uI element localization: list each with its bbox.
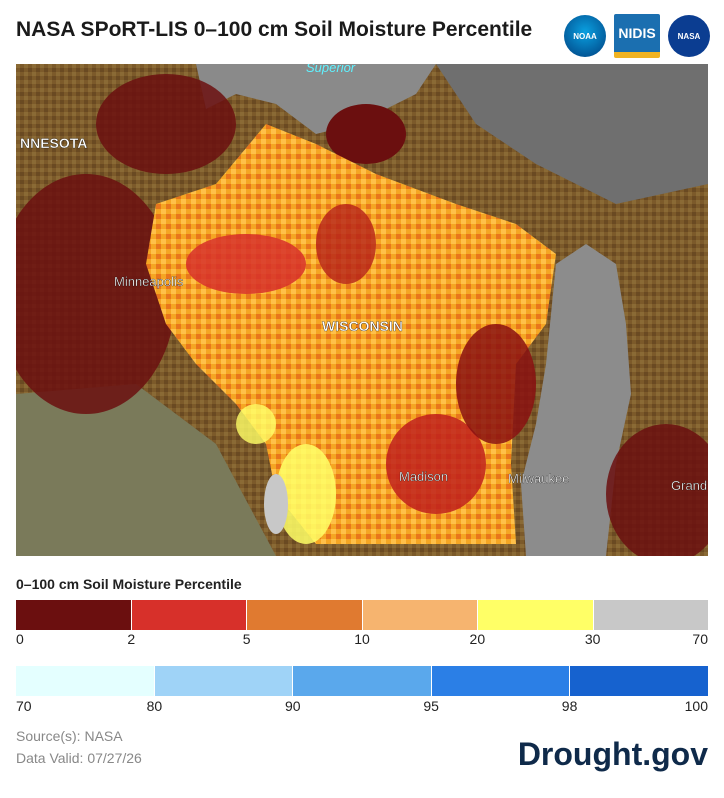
wet-ish-region [276,444,336,544]
legend-swatch [154,666,294,696]
gray-region [436,64,708,204]
page-title: NASA SPoRT-LIS 0–100 cm Soil Moisture Pe… [16,18,533,41]
legend-swatch [431,666,571,696]
logo-group: NOAA NIDIS NASA [564,14,710,58]
lake-superior [196,64,436,134]
dry-region [96,74,236,174]
label-madison: Madison [399,469,448,484]
dry-region [386,414,486,514]
legend-dry-bar [16,600,708,630]
label-lake-superior: Superior [306,64,356,75]
legend-swatch [362,600,478,630]
legend-tick: 100 [684,698,708,714]
noaa-logo: NOAA [564,15,606,57]
legend-tick: 20 [469,631,486,647]
dry-region [186,234,306,294]
legend-tick: 70 [16,698,32,714]
dry-region [16,174,176,414]
label-wisconsin: WISCONSIN [322,318,403,334]
legend-tick: 2 [127,631,136,647]
legend-tick: 70 [692,631,708,647]
legend-tick: 98 [561,698,578,714]
dry-region [456,324,536,444]
dry-region [606,424,708,556]
gray-region [16,384,276,556]
wet-ish-region [236,404,276,444]
legend-wet-bar [16,666,708,696]
drought-gov-brand: Drought.gov [517,736,708,772]
nidis-logo: NIDIS [614,14,660,58]
label-grand: Grand [671,478,707,493]
dry-region [316,204,376,284]
legend-tick: 80 [146,698,163,714]
legend-tick: 10 [354,631,370,647]
map-canvas: NNESOTA Minneapolis WISCONSIN Madison Mi… [16,64,708,556]
legend-swatch [570,666,708,696]
legend-swatch [478,600,594,630]
legend-swatch [593,600,708,630]
legend-swatch [16,600,132,630]
legend-swatch [293,666,432,696]
legend-tick: 30 [584,631,601,647]
legend-swatch [131,600,247,630]
legend-title: 0–100 cm Soil Moisture Percentile [16,576,242,592]
nasa-logo: NASA [668,15,710,57]
legend-dry-ticks: 0 2 5 10 20 30 70 [16,631,708,647]
legend-tick: 95 [423,698,439,714]
legend-tick: 5 [242,631,251,647]
legend-swatch [16,666,155,696]
label-minnesota: NNESOTA [20,135,87,151]
lake-michigan [521,244,631,556]
legend-swatch [247,600,363,630]
source-text: Source(s): NASA [16,728,123,744]
dry-region [326,104,406,164]
label-minneapolis: Minneapolis [114,274,184,289]
label-milwaukee: Milwaukee [508,471,569,486]
normal-region [264,474,288,534]
legend-tick: 90 [285,698,301,714]
legend-wet-ticks: 70 80 90 95 98 100 [16,698,708,714]
data-valid-text: Data Valid: 07/27/26 [16,750,142,766]
legend-tick: 0 [16,631,24,647]
soil-moisture-map: NNESOTA Minneapolis WISCONSIN Madison Mi… [16,64,708,556]
